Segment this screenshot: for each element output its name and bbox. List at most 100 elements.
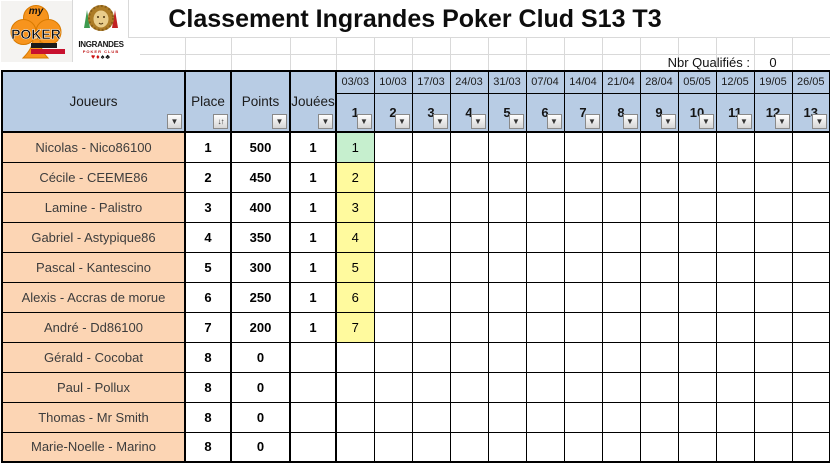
- round-date-header[interactable]: 12/05: [715, 70, 755, 94]
- filter-button[interactable]: ▼: [584, 114, 600, 129]
- round-result-cell[interactable]: [487, 131, 527, 163]
- round-result-cell[interactable]: [677, 341, 717, 373]
- player-name-cell[interactable]: Gabriel - Astypique86: [1, 221, 186, 253]
- round-result-cell[interactable]: [715, 281, 755, 313]
- round-result-cell[interactable]: [639, 371, 679, 403]
- round-result-cell[interactable]: [715, 131, 755, 163]
- round-result-cell[interactable]: [563, 311, 603, 343]
- jouees-cell[interactable]: [289, 401, 337, 433]
- place-cell[interactable]: 6: [184, 281, 232, 313]
- player-name-cell[interactable]: Alexis - Accras de morue: [1, 281, 186, 313]
- round-result-cell[interactable]: [791, 131, 830, 163]
- round-result-cell[interactable]: [639, 161, 679, 193]
- round-result-cell[interactable]: [753, 191, 793, 223]
- round-result-cell[interactable]: [411, 431, 451, 463]
- round-result-cell[interactable]: [335, 431, 375, 463]
- column-header-joueurs[interactable]: Joueurs ▼: [1, 70, 186, 133]
- round-result-cell[interactable]: [715, 251, 755, 283]
- filter-button[interactable]: ▼: [660, 114, 676, 129]
- round-result-cell[interactable]: [791, 221, 830, 253]
- round-result-cell[interactable]: [791, 311, 830, 343]
- round-result-cell[interactable]: [487, 431, 527, 463]
- jouees-cell[interactable]: 1: [289, 221, 337, 253]
- round-result-cell[interactable]: [639, 251, 679, 283]
- round-result-cell[interactable]: [335, 371, 375, 403]
- round-result-cell[interactable]: [601, 431, 641, 463]
- round-result-cell[interactable]: [639, 131, 679, 163]
- round-result-cell[interactable]: [373, 221, 413, 253]
- round-result-cell[interactable]: [563, 431, 603, 463]
- round-result-cell[interactable]: [677, 131, 717, 163]
- round-date-header[interactable]: 19/05: [753, 70, 793, 94]
- round-result-cell[interactable]: [449, 251, 489, 283]
- round-result-cell[interactable]: [487, 221, 527, 253]
- filter-icon[interactable]: ▼: [167, 114, 182, 129]
- round-result-cell[interactable]: [525, 221, 565, 253]
- round-result-cell[interactable]: [639, 431, 679, 463]
- round-result-cell[interactable]: [525, 341, 565, 373]
- filter-button[interactable]: ▼: [432, 114, 448, 129]
- round-result-cell[interactable]: [373, 161, 413, 193]
- round-result-cell[interactable]: [791, 251, 830, 283]
- round-date-header[interactable]: 26/05: [791, 70, 830, 94]
- round-result-cell[interactable]: [639, 221, 679, 253]
- round-date-header[interactable]: 14/04: [563, 70, 603, 94]
- round-result-cell[interactable]: [753, 221, 793, 253]
- round-result-cell[interactable]: [639, 281, 679, 313]
- round-result-cell[interactable]: [487, 401, 527, 433]
- round-result-cell[interactable]: [753, 311, 793, 343]
- round-result-cell[interactable]: 5: [335, 251, 375, 283]
- round-result-cell[interactable]: [449, 281, 489, 313]
- round-result-cell[interactable]: [449, 131, 489, 163]
- round-result-cell[interactable]: [715, 371, 755, 403]
- round-date-header[interactable]: 24/03: [449, 70, 489, 94]
- player-name-cell[interactable]: Paul - Pollux: [1, 371, 186, 403]
- round-result-cell[interactable]: [449, 191, 489, 223]
- round-result-cell[interactable]: [335, 341, 375, 373]
- round-result-cell[interactable]: [677, 371, 717, 403]
- round-result-cell[interactable]: [753, 341, 793, 373]
- round-number-header[interactable]: 5 ▼: [487, 92, 527, 133]
- round-result-cell[interactable]: [525, 161, 565, 193]
- round-number-header[interactable]: 13 ▼: [791, 92, 830, 133]
- column-header-points[interactable]: Points ▼: [230, 70, 291, 133]
- round-result-cell[interactable]: [715, 341, 755, 373]
- round-result-cell[interactable]: [487, 251, 527, 283]
- round-result-cell[interactable]: [411, 281, 451, 313]
- round-result-cell[interactable]: [373, 371, 413, 403]
- round-result-cell[interactable]: [601, 401, 641, 433]
- round-number-header[interactable]: 1 ▼: [335, 92, 375, 133]
- round-result-cell[interactable]: [449, 341, 489, 373]
- round-result-cell[interactable]: [373, 191, 413, 223]
- round-result-cell[interactable]: [411, 251, 451, 283]
- player-name-cell[interactable]: Thomas - Mr Smith: [1, 401, 186, 433]
- filter-button[interactable]: ▼: [546, 114, 562, 129]
- round-date-header[interactable]: 28/04: [639, 70, 679, 94]
- round-result-cell[interactable]: [411, 401, 451, 433]
- round-result-cell[interactable]: [525, 311, 565, 343]
- round-result-cell[interactable]: [677, 251, 717, 283]
- round-result-cell[interactable]: [715, 401, 755, 433]
- points-cell[interactable]: 250: [230, 281, 291, 313]
- filter-button[interactable]: ▼: [698, 114, 714, 129]
- round-result-cell[interactable]: [715, 431, 755, 463]
- round-result-cell[interactable]: [487, 191, 527, 223]
- jouees-cell[interactable]: 1: [289, 191, 337, 223]
- round-result-cell[interactable]: 7: [335, 311, 375, 343]
- round-result-cell[interactable]: [791, 191, 830, 223]
- round-result-cell[interactable]: [411, 221, 451, 253]
- round-result-cell[interactable]: [563, 161, 603, 193]
- jouees-cell[interactable]: 1: [289, 251, 337, 283]
- round-result-cell[interactable]: [601, 281, 641, 313]
- place-cell[interactable]: 8: [184, 341, 232, 373]
- place-cell[interactable]: 8: [184, 401, 232, 433]
- round-date-header[interactable]: 07/04: [525, 70, 565, 94]
- points-cell[interactable]: 450: [230, 161, 291, 193]
- round-result-cell[interactable]: [677, 281, 717, 313]
- jouees-cell[interactable]: [289, 431, 337, 463]
- points-cell[interactable]: 0: [230, 431, 291, 463]
- round-result-cell[interactable]: [791, 401, 830, 433]
- filter-button[interactable]: ▼: [774, 114, 790, 129]
- round-result-cell[interactable]: [563, 251, 603, 283]
- round-date-header[interactable]: 17/03: [411, 70, 451, 94]
